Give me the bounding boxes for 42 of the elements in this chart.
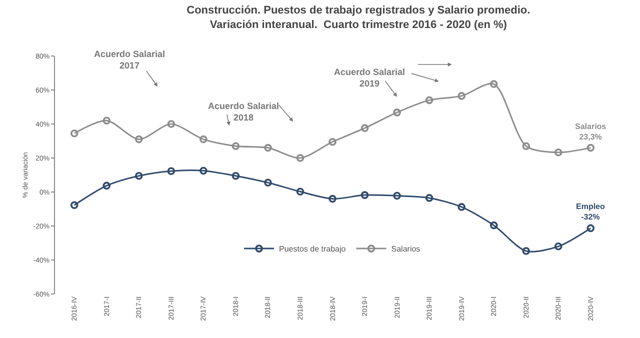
point — [167, 167, 176, 175]
point — [167, 120, 176, 128]
point — [458, 92, 466, 100]
point — [70, 201, 78, 209]
point — [135, 172, 143, 180]
point — [522, 247, 530, 255]
point — [264, 144, 272, 152]
point — [296, 154, 304, 162]
annotation: Acuerdo Salarial 2019 — [334, 67, 406, 89]
annotation: Empleo -32% — [576, 202, 606, 222]
annotation: Acuerdo Salarial 2018 — [208, 101, 280, 123]
annotation: Acuerdo Salarial 2017 — [94, 49, 166, 71]
chart-title: Construcción. Puestos de trabajo registrados y Salario promedio. Variación interanual. Cuarto trimestre 2016 - 2020 (en %) — [186, 4, 530, 31]
point — [554, 148, 562, 156]
point — [328, 138, 336, 146]
point — [135, 135, 143, 144]
point — [425, 96, 434, 104]
point — [393, 192, 401, 200]
point — [296, 188, 304, 196]
legend-label: Salarios — [391, 244, 420, 254]
point — [586, 224, 595, 232]
point — [200, 135, 208, 144]
annotation: Salarios 23,3% — [575, 122, 607, 142]
point — [70, 129, 78, 138]
legend-label: Puestos de trabajo — [279, 244, 346, 254]
point — [490, 221, 498, 230]
point — [393, 108, 401, 116]
point — [102, 116, 111, 124]
point — [425, 194, 434, 202]
point — [232, 142, 240, 150]
point — [360, 191, 369, 199]
point — [586, 144, 595, 152]
point — [554, 242, 562, 250]
point — [490, 80, 498, 88]
point — [264, 178, 272, 187]
point — [360, 124, 369, 132]
point — [102, 182, 111, 190]
point — [522, 142, 530, 150]
point — [328, 194, 336, 203]
point — [232, 172, 240, 180]
point — [458, 203, 466, 211]
point — [200, 166, 208, 175]
